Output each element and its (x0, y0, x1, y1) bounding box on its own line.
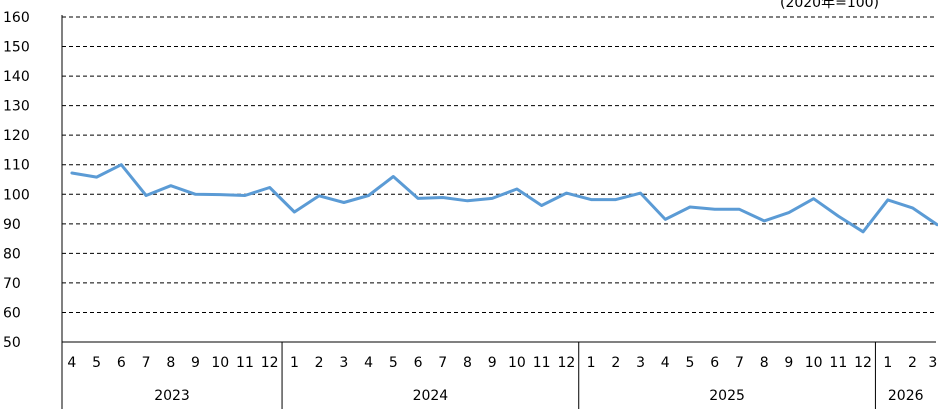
axis-layer (61, 15, 936, 409)
x-tick-label: 11 (236, 355, 254, 371)
y-tick-label: 80 (3, 246, 21, 262)
x-tick-label: 5 (92, 355, 101, 371)
series-line (70, 163, 938, 234)
y-tick-label: 50 (3, 335, 21, 351)
y-tick-label: 150 (3, 40, 30, 56)
x-tick-label: 12 (261, 355, 279, 371)
y-tick-label: 100 (3, 187, 30, 203)
x-tick-label: 1 (587, 355, 596, 371)
y-tick-label: 70 (3, 276, 21, 292)
x-tick-label: 1 (883, 355, 892, 371)
series-layer (70, 163, 938, 234)
unit-note: (2020年=100) (780, 0, 880, 11)
year-label: 2026 (888, 388, 924, 404)
y-tick-label: 60 (3, 305, 21, 321)
x-tick-label: 9 (191, 355, 200, 371)
x-tick-label: 2 (315, 355, 324, 371)
x-tick-label: 11 (829, 355, 847, 371)
x-tick-label: 2 (908, 355, 917, 371)
x-tick-label: 1 (290, 355, 299, 371)
year-label: 2023 (154, 388, 190, 404)
y-tick-label: 110 (3, 158, 30, 174)
x-tick-label: 4 (364, 355, 373, 371)
x-tick-label: 12 (854, 355, 872, 371)
x-tick-label: 10 (508, 355, 526, 371)
x-tick-label: 4 (661, 355, 670, 371)
x-tick-label: 5 (389, 355, 398, 371)
x-tick-label: 6 (710, 355, 719, 371)
x-tick-label: 8 (166, 355, 175, 371)
x-tick-label: 11 (533, 355, 551, 371)
x-tick-label: 7 (438, 355, 447, 371)
x-tick-label: 7 (735, 355, 744, 371)
x-tick-label: 12 (557, 355, 575, 371)
x-tick-label: 9 (784, 355, 793, 371)
year-label: 2025 (709, 388, 745, 404)
x-tick-label: 10 (211, 355, 229, 371)
x-tick-label: 6 (117, 355, 126, 371)
x-tick-label: 4 (67, 355, 76, 371)
grid-layer (62, 16, 936, 313)
y-tick-label: 160 (3, 10, 30, 26)
x-tick-label: 6 (414, 355, 423, 371)
x-tick-label: 10 (805, 355, 823, 371)
y-tick-label: 90 (3, 217, 21, 233)
y-tick-label: 130 (3, 99, 30, 115)
y-tick-label: 140 (3, 69, 30, 85)
x-tick-label: 8 (760, 355, 769, 371)
x-tick-label: 2 (611, 355, 620, 371)
x-tick-label: 3 (636, 355, 645, 371)
year-label: 2024 (413, 388, 449, 404)
x-tick-label: 7 (142, 355, 151, 371)
x-tick-label: 9 (488, 355, 497, 371)
x-tick-label: 5 (686, 355, 695, 371)
x-tick-label: 8 (463, 355, 472, 371)
y-tick-label: 120 (3, 128, 30, 144)
x-tick-label: 3p (928, 355, 938, 371)
x-tick-label: 3 (339, 355, 348, 371)
